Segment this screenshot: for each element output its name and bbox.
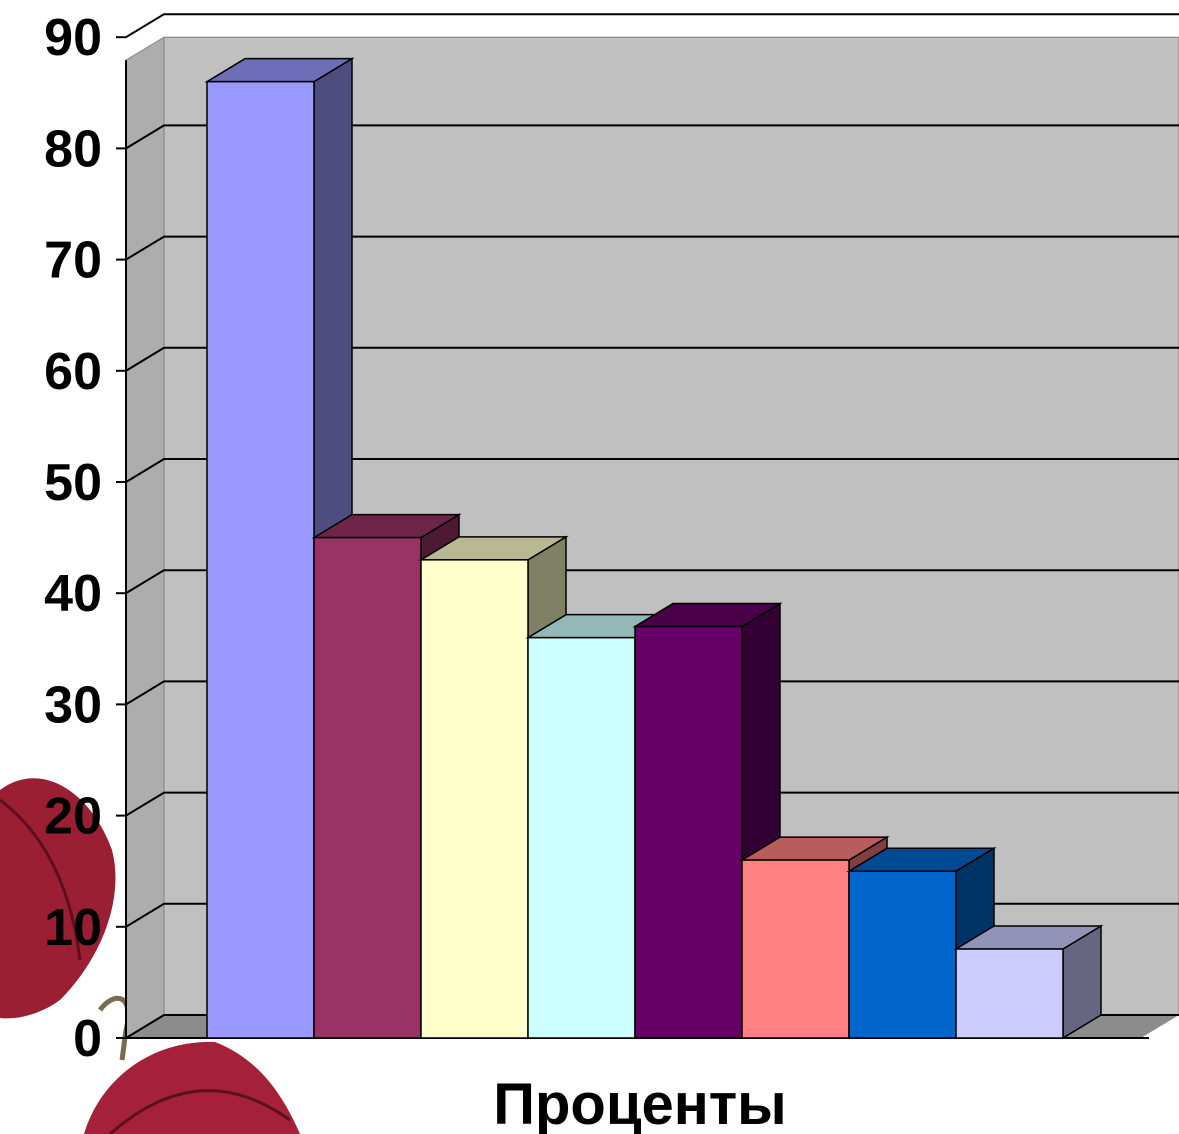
bar-front — [634, 625, 743, 1039]
leaf-shape — [0, 778, 116, 1019]
gridline — [125, 458, 1179, 483]
bar-front — [206, 80, 315, 1039]
bar-front — [955, 948, 1064, 1039]
gridline — [125, 235, 1179, 261]
y-tick-labels: 0 10 20 30 40 50 60 70 80 90 — [44, 9, 102, 1068]
gridline — [125, 569, 1179, 595]
bars — [204, 57, 1104, 1040]
bar — [953, 924, 1104, 1040]
bar-front — [420, 559, 529, 1039]
y-tick-label: 30 — [44, 676, 102, 734]
leaf-vein — [109, 1089, 291, 1134]
y-tick-label: 20 — [44, 788, 102, 846]
x-axis-title: Проценты — [493, 1072, 786, 1134]
leaf-vein — [0, 798, 82, 961]
leaf-shape — [84, 1041, 300, 1134]
leaf-stem — [98, 995, 131, 1061]
gridline — [125, 791, 1179, 817]
bar-front — [313, 536, 422, 1039]
y-tick-label: 90 — [44, 9, 102, 67]
gridline — [125, 680, 1179, 706]
y-tick-label: 60 — [44, 343, 102, 401]
y-tick-label: 40 — [44, 565, 102, 623]
y-tick-label: 50 — [44, 454, 102, 512]
y-tick-label: 80 — [44, 120, 102, 178]
gridline — [125, 346, 1179, 372]
bar-front — [848, 870, 957, 1039]
gridline — [125, 124, 1179, 150]
autumn-leaf-decoration — [0, 778, 300, 1134]
bar-front — [741, 859, 850, 1039]
gridline — [125, 13, 1179, 39]
y-tick-label: 70 — [44, 232, 102, 290]
side-wall — [125, 36, 165, 1039]
bar-front — [527, 636, 636, 1039]
y-tick-label: 0 — [73, 1010, 102, 1068]
y-tick-label: 10 — [44, 899, 102, 957]
